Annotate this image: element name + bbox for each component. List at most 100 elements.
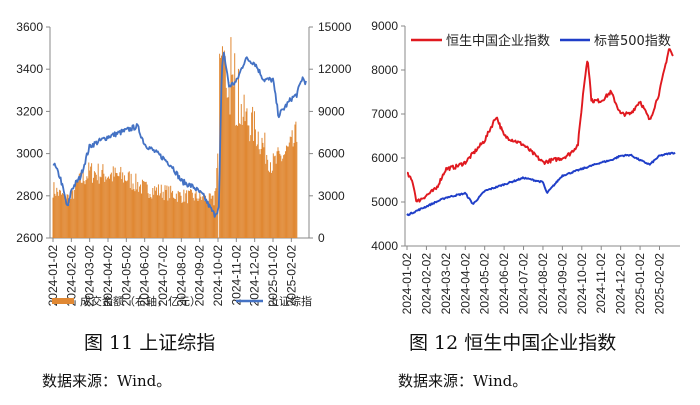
- volume-bar: [109, 174, 111, 238]
- volume-bar: [77, 181, 79, 238]
- volume-bar: [275, 163, 277, 238]
- volume-bar: [249, 141, 251, 238]
- volume-bar: [278, 150, 280, 238]
- volume-bar: [174, 199, 176, 238]
- chart1-right-axis-ticks: 0 3000 6000 9000 12000 15000: [309, 20, 352, 245]
- volume-bar: [226, 97, 228, 238]
- volume-bar: [164, 185, 166, 238]
- volume-bar: [189, 191, 191, 238]
- volume-bar: [211, 195, 213, 238]
- volume-bar: [268, 170, 270, 238]
- volume-bar: [159, 193, 161, 238]
- chart1-legend: 成交金额（右轴，亿元） 上证综指: [52, 294, 312, 308]
- volume-bar: [123, 182, 125, 238]
- x-tick-label: 2025-02-02: [652, 253, 666, 315]
- volume-bar: [110, 172, 112, 238]
- volume-bar: [97, 163, 99, 238]
- volume-bar: [285, 145, 287, 238]
- x-tick-label: 2024-06-02: [497, 253, 511, 315]
- volume-bar: [62, 194, 64, 238]
- volume-bar: [189, 189, 191, 238]
- volume-bar: [136, 189, 138, 238]
- y-tick-label: 9000: [371, 19, 398, 33]
- volume-bar: [105, 176, 107, 238]
- x-tick-label: 2024-10-02: [211, 245, 225, 307]
- volume-bar: [246, 108, 248, 238]
- volume-bar: [291, 130, 293, 238]
- volume-bar: [60, 194, 62, 238]
- volume-bar: [213, 205, 215, 238]
- volume-bar: [84, 184, 86, 238]
- volume-bar: [56, 187, 58, 238]
- volume-bar: [194, 193, 196, 238]
- chart1-x-axis-ticks: 2024-01-02 2024-02-02 2024-03-02 2024-04-02…: [46, 238, 298, 306]
- volume-bar: [88, 162, 90, 238]
- volume-bar: [234, 53, 236, 238]
- chart2-legend: 恒生中国企业指数 标普500指数: [411, 33, 671, 49]
- chart2-x-axis-ticks: 2024-01-02 2024-02-02 2024-03-02 2024-04-02…: [400, 246, 666, 314]
- volume-bar: [222, 57, 224, 238]
- volume-bar: [206, 203, 208, 238]
- volume-bar: [108, 178, 110, 238]
- volume-bar: [154, 186, 156, 238]
- volume-bar: [207, 202, 209, 238]
- volume-bar: [182, 201, 184, 238]
- left-tick-label: 3000: [16, 147, 43, 161]
- volume-bar: [247, 125, 249, 238]
- volume-bar: [257, 131, 259, 238]
- left-tick-label: 3600: [16, 20, 43, 34]
- legend-label-volume: 成交金额（右轴，亿元）: [80, 294, 201, 308]
- volume-bar: [68, 204, 70, 238]
- volume-bar: [103, 173, 105, 238]
- volume-bar: [126, 180, 128, 238]
- volume-bar: [235, 125, 237, 238]
- volume-bar: [171, 192, 173, 238]
- volume-bar: [63, 191, 65, 238]
- volume-bar: [150, 197, 152, 238]
- volume-bar: [233, 86, 235, 238]
- legend-label-index: 上证综指: [268, 294, 312, 308]
- volume-bar: [267, 159, 269, 238]
- volume-bar: [236, 124, 238, 238]
- volume-bar: [86, 176, 88, 238]
- volume-bar: [185, 193, 187, 238]
- x-tick-label: 2024-12-02: [248, 245, 262, 307]
- volume-bar: [70, 198, 72, 238]
- volume-bar: [294, 124, 296, 238]
- volume-bar: [212, 195, 214, 238]
- volume-bar: [266, 154, 268, 238]
- volume-bar: [231, 74, 233, 238]
- x-tick-label: 2025-01-02: [633, 253, 647, 315]
- volume-bar: [173, 198, 175, 238]
- volume-bar: [87, 178, 89, 238]
- volume-bar: [80, 182, 82, 238]
- volume-bar: [52, 197, 54, 238]
- sp500-line: [406, 151, 676, 217]
- x-tick-label: 2024-04-02: [458, 253, 472, 315]
- x-tick-label: 2024-10-02: [575, 253, 589, 315]
- volume-bar: [74, 189, 76, 238]
- x-tick-label: 2024-03-02: [83, 245, 97, 307]
- chart1-left-axis-ticks: 2600 2800 3000 3200 3400 3600: [16, 20, 50, 245]
- x-tick-label: 2024-03-02: [439, 253, 453, 315]
- volume-bar: [170, 185, 172, 238]
- volume-bar: [83, 181, 85, 238]
- right-tick-label: 15000: [318, 20, 352, 34]
- volume-bar: [264, 132, 266, 238]
- volume-bar: [262, 142, 264, 238]
- x-tick-label: 2024-01-02: [46, 245, 60, 307]
- volume-bar: [85, 180, 87, 238]
- y-tick-label: 7000: [371, 107, 398, 121]
- volume-bar: [72, 190, 74, 238]
- volume-bar: [73, 198, 75, 238]
- volume-bar: [197, 200, 199, 238]
- volume-bar: [92, 182, 94, 238]
- volume-bar: [195, 191, 197, 238]
- x-tick-label: 2024-01-02: [400, 253, 414, 315]
- volume-bar: [132, 183, 134, 238]
- volume-bar: [165, 190, 167, 238]
- chart2-y-axis-ticks: 4000 5000 6000 7000 8000 9000: [371, 19, 405, 253]
- volume-bar: [277, 147, 279, 238]
- volume-bar: [113, 176, 115, 238]
